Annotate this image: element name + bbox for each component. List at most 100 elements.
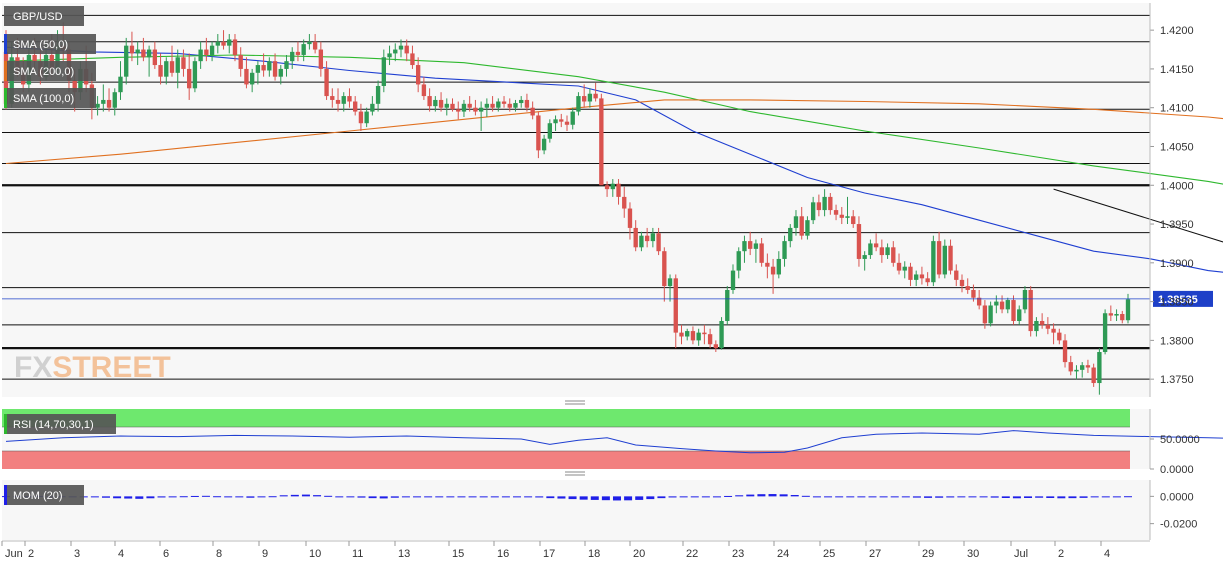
candle	[862, 251, 867, 271]
candle	[118, 61, 123, 100]
candle	[942, 239, 947, 279]
candle	[341, 92, 346, 112]
date-label: 29	[922, 548, 934, 560]
candle	[702, 324, 707, 345]
candle-body	[908, 266, 913, 280]
sma100-tag-accent	[4, 88, 7, 108]
candle-body	[272, 61, 278, 77]
candle-body	[204, 49, 209, 55]
mom-bar	[1101, 496, 1110, 498]
candle	[759, 238, 764, 267]
candle	[931, 235, 936, 287]
candle-body	[513, 103, 518, 108]
candle	[169, 45, 175, 77]
mom-bar	[768, 494, 777, 497]
mom-bar	[501, 496, 510, 498]
sma50-tag-bg	[4, 34, 96, 54]
candle	[553, 115, 558, 131]
candle	[1057, 328, 1062, 345]
candle-body	[553, 119, 558, 124]
mom-bar	[757, 494, 766, 497]
candle	[891, 241, 896, 267]
mom-bar	[90, 496, 99, 498]
candle-body	[524, 99, 530, 108]
candle-body	[461, 103, 467, 112]
candle	[742, 235, 747, 263]
candle	[547, 119, 553, 143]
candle	[450, 98, 455, 112]
panel-resize-handle[interactable]	[565, 471, 585, 476]
mom-bar	[124, 496, 133, 499]
candle	[925, 272, 930, 287]
candle	[690, 326, 696, 345]
candle-body	[112, 92, 117, 108]
date-label: 30	[967, 548, 979, 560]
candle	[908, 262, 913, 287]
candle-body	[181, 57, 186, 69]
mom-bar	[524, 496, 533, 498]
mom-bar	[890, 496, 899, 498]
candle	[1045, 317, 1051, 335]
candle	[278, 65, 283, 85]
candle-body	[312, 41, 318, 50]
candle	[788, 224, 793, 248]
candle-body	[644, 235, 650, 242]
candle-body	[833, 210, 839, 215]
candle-body	[375, 85, 381, 104]
candle	[765, 253, 770, 279]
candle-body	[244, 68, 249, 85]
candle	[936, 231, 942, 279]
candle	[433, 96, 438, 112]
candle	[232, 34, 238, 62]
symbol-tag-text: GBP/USD	[13, 11, 63, 23]
candle	[101, 84, 106, 112]
candle	[513, 99, 518, 112]
candle-body	[828, 196, 833, 211]
sma200-tag-text: SMA (200,0)	[13, 66, 74, 78]
candle-body	[1085, 365, 1091, 368]
mom-bar	[479, 496, 488, 498]
candle	[181, 49, 186, 77]
candle-body	[679, 332, 684, 337]
candle-body	[541, 138, 547, 151]
panel-resize-handle[interactable]	[565, 400, 585, 405]
candle-body	[318, 49, 324, 69]
mom-bar	[690, 496, 699, 498]
candle-body	[490, 103, 495, 108]
rsi-tick-label: 50.0000	[1160, 434, 1200, 446]
candle	[484, 98, 490, 118]
date-label: 17	[543, 548, 555, 560]
candle-body	[467, 103, 472, 108]
candle	[805, 216, 810, 240]
candle	[387, 45, 392, 66]
candle	[959, 274, 965, 293]
mom-bar	[701, 496, 710, 498]
candle-body	[438, 99, 444, 108]
candle-body	[478, 107, 484, 112]
last-price-label: 1.38535	[1158, 294, 1198, 306]
candle-body	[124, 45, 129, 77]
candle	[1085, 359, 1091, 373]
candle-body	[581, 96, 587, 102]
mom-bar	[679, 496, 688, 498]
mom-bar	[812, 496, 821, 498]
candle	[559, 113, 564, 128]
candle-body	[868, 243, 873, 256]
candle	[685, 328, 690, 341]
candle	[244, 57, 249, 89]
candle	[364, 107, 369, 128]
sma100-tag-bg	[4, 88, 96, 108]
sma-line	[5, 99, 1223, 165]
price-tick-label: 1.3750	[1160, 374, 1194, 386]
candle-body	[456, 109, 461, 112]
candle-body	[622, 196, 627, 209]
candle-body	[473, 107, 478, 112]
date-label: 23	[732, 548, 744, 560]
candle-body	[547, 123, 553, 139]
date-label: 2	[1058, 548, 1064, 560]
mom-bar	[257, 496, 266, 498]
sma50-tag-accent	[4, 34, 7, 54]
mom-bar	[968, 496, 977, 498]
mom-tag: MOM (20)	[4, 485, 84, 505]
candle	[249, 68, 255, 93]
